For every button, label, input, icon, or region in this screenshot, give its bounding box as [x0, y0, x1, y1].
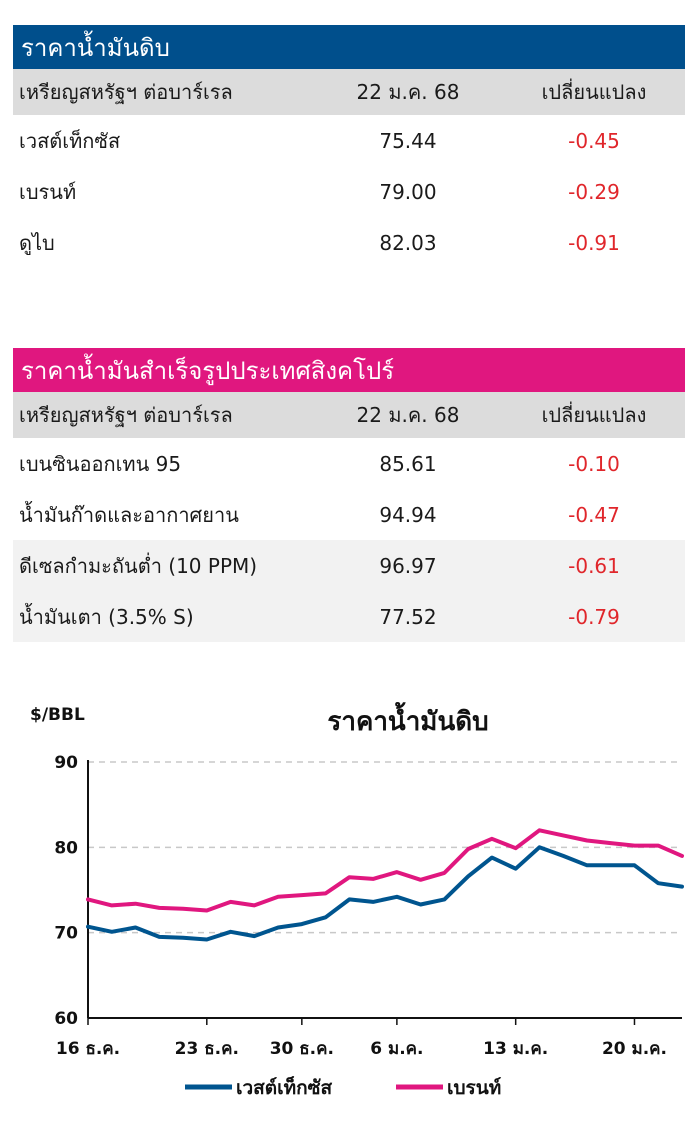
- header-date: 22 ม.ค. 68: [356, 403, 460, 427]
- series-line-0: [86, 845, 684, 942]
- table-row: ดีเซลกำมะถันต่ำ (10 PPM) 96.97 -0.61: [13, 540, 685, 591]
- x-tick-label: 23 ธ.ค.: [175, 1039, 239, 1059]
- crude-price-table: ราคาน้ำมันดิบ เหรียญสหรัฐฯ ต่อบาร์เรล 22…: [13, 25, 685, 268]
- legend-label-wti: เวสต์เท็กซัส: [236, 1075, 333, 1099]
- y-tick-label: 80: [54, 838, 78, 858]
- grid-lines: [88, 761, 682, 934]
- row-value: 82.03: [379, 230, 437, 255]
- row-value: 79.00: [379, 179, 437, 204]
- row-name: น้ำมันเตา (3.5% S): [19, 604, 194, 629]
- y-axis-unit-label: $/BBL: [30, 705, 85, 725]
- axes: 60 70 80 90 16 ธ.ค. 23 ธ.ค. 30 ธ.ค. 6 ม.ค. 13 ม.…: [54, 753, 682, 1059]
- crude-table-header: เหรียญสหรัฐฯ ต่อบาร์เรล 22 ม.ค. 68 เปลี่…: [13, 69, 685, 115]
- row-name: เวสต์เท็กซัส: [19, 128, 121, 153]
- series-lines: [86, 828, 684, 942]
- header-change: เปลี่ยนแปลง: [541, 80, 647, 104]
- row-value: 94.94: [379, 502, 437, 527]
- row-change: -0.61: [568, 553, 620, 578]
- header-unit: เหรียญสหรัฐฯ ต่อบาร์เรล: [19, 403, 233, 427]
- row-value: 75.44: [379, 128, 437, 153]
- x-tick-label: 13 ม.ค.: [483, 1039, 548, 1059]
- row-name: ดูไบ: [19, 230, 55, 255]
- legend: เวสต์เท็กซัส เบรนท์: [185, 1075, 501, 1099]
- table-row: ดูไบ 82.03 -0.91: [13, 217, 685, 268]
- row-change: -0.29: [568, 179, 620, 204]
- x-tick-label: 20 ม.ค.: [602, 1039, 667, 1059]
- row-name: เบนซินออกเทน 95: [19, 451, 182, 476]
- row-value: 77.52: [379, 604, 437, 629]
- table-row: เบรนท์ 79.00 -0.29: [13, 166, 685, 217]
- series-line-1: [86, 828, 684, 913]
- crude-price-chart: $/BBL ราคาน้ำมันดิบ 60 70 80 90 16 ธ.ค. 23 ธ.…: [30, 701, 684, 1099]
- refined-table-title: ราคาน้ำมันสำเร็จรูปประเทศสิงคโปร์: [13, 348, 685, 392]
- table-row: เวสต์เท็กซัส 75.44 -0.45: [13, 115, 685, 166]
- y-tick-label: 60: [54, 1009, 78, 1029]
- table-row: เบนซินออกเทน 95 85.61 -0.10: [13, 438, 685, 489]
- row-change: -0.91: [568, 230, 620, 255]
- refined-price-table: ราคาน้ำมันสำเร็จรูปประเทศสิงคโปร์ เหรียญ…: [13, 348, 685, 642]
- row-change: -0.45: [568, 128, 620, 153]
- table-row: น้ำมันก๊าดและอากาศยาน 94.94 -0.47: [13, 489, 685, 540]
- crude-table-title: ราคาน้ำมันดิบ: [13, 25, 685, 69]
- x-tick-label: 16 ธ.ค.: [56, 1039, 120, 1059]
- legend-label-brent: เบรนท์: [447, 1077, 501, 1099]
- header-unit: เหรียญสหรัฐฯ ต่อบาร์เรล: [19, 80, 233, 104]
- x-tick-label: 6 ม.ค.: [370, 1039, 423, 1059]
- y-tick-label: 70: [54, 924, 78, 944]
- y-tick-label: 90: [54, 753, 78, 773]
- row-value: 96.97: [379, 553, 437, 578]
- chart-title: ราคาน้ำมันดิบ: [327, 701, 488, 737]
- row-change: -0.10: [568, 451, 620, 476]
- x-tick-label: 30 ธ.ค.: [270, 1039, 334, 1059]
- row-value: 85.61: [379, 451, 437, 476]
- table-row: น้ำมันเตา (3.5% S) 77.52 -0.79: [13, 591, 685, 642]
- row-name: ดีเซลกำมะถันต่ำ (10 PPM): [19, 553, 258, 578]
- header-date: 22 ม.ค. 68: [356, 80, 460, 104]
- refined-table-header: เหรียญสหรัฐฯ ต่อบาร์เรล 22 ม.ค. 68 เปลี่…: [13, 392, 685, 438]
- row-name: เบรนท์: [19, 179, 77, 204]
- header-change: เปลี่ยนแปลง: [541, 403, 647, 427]
- row-name: น้ำมันก๊าดและอากาศยาน: [19, 502, 239, 527]
- row-change: -0.79: [568, 604, 620, 629]
- row-change: -0.47: [568, 502, 620, 527]
